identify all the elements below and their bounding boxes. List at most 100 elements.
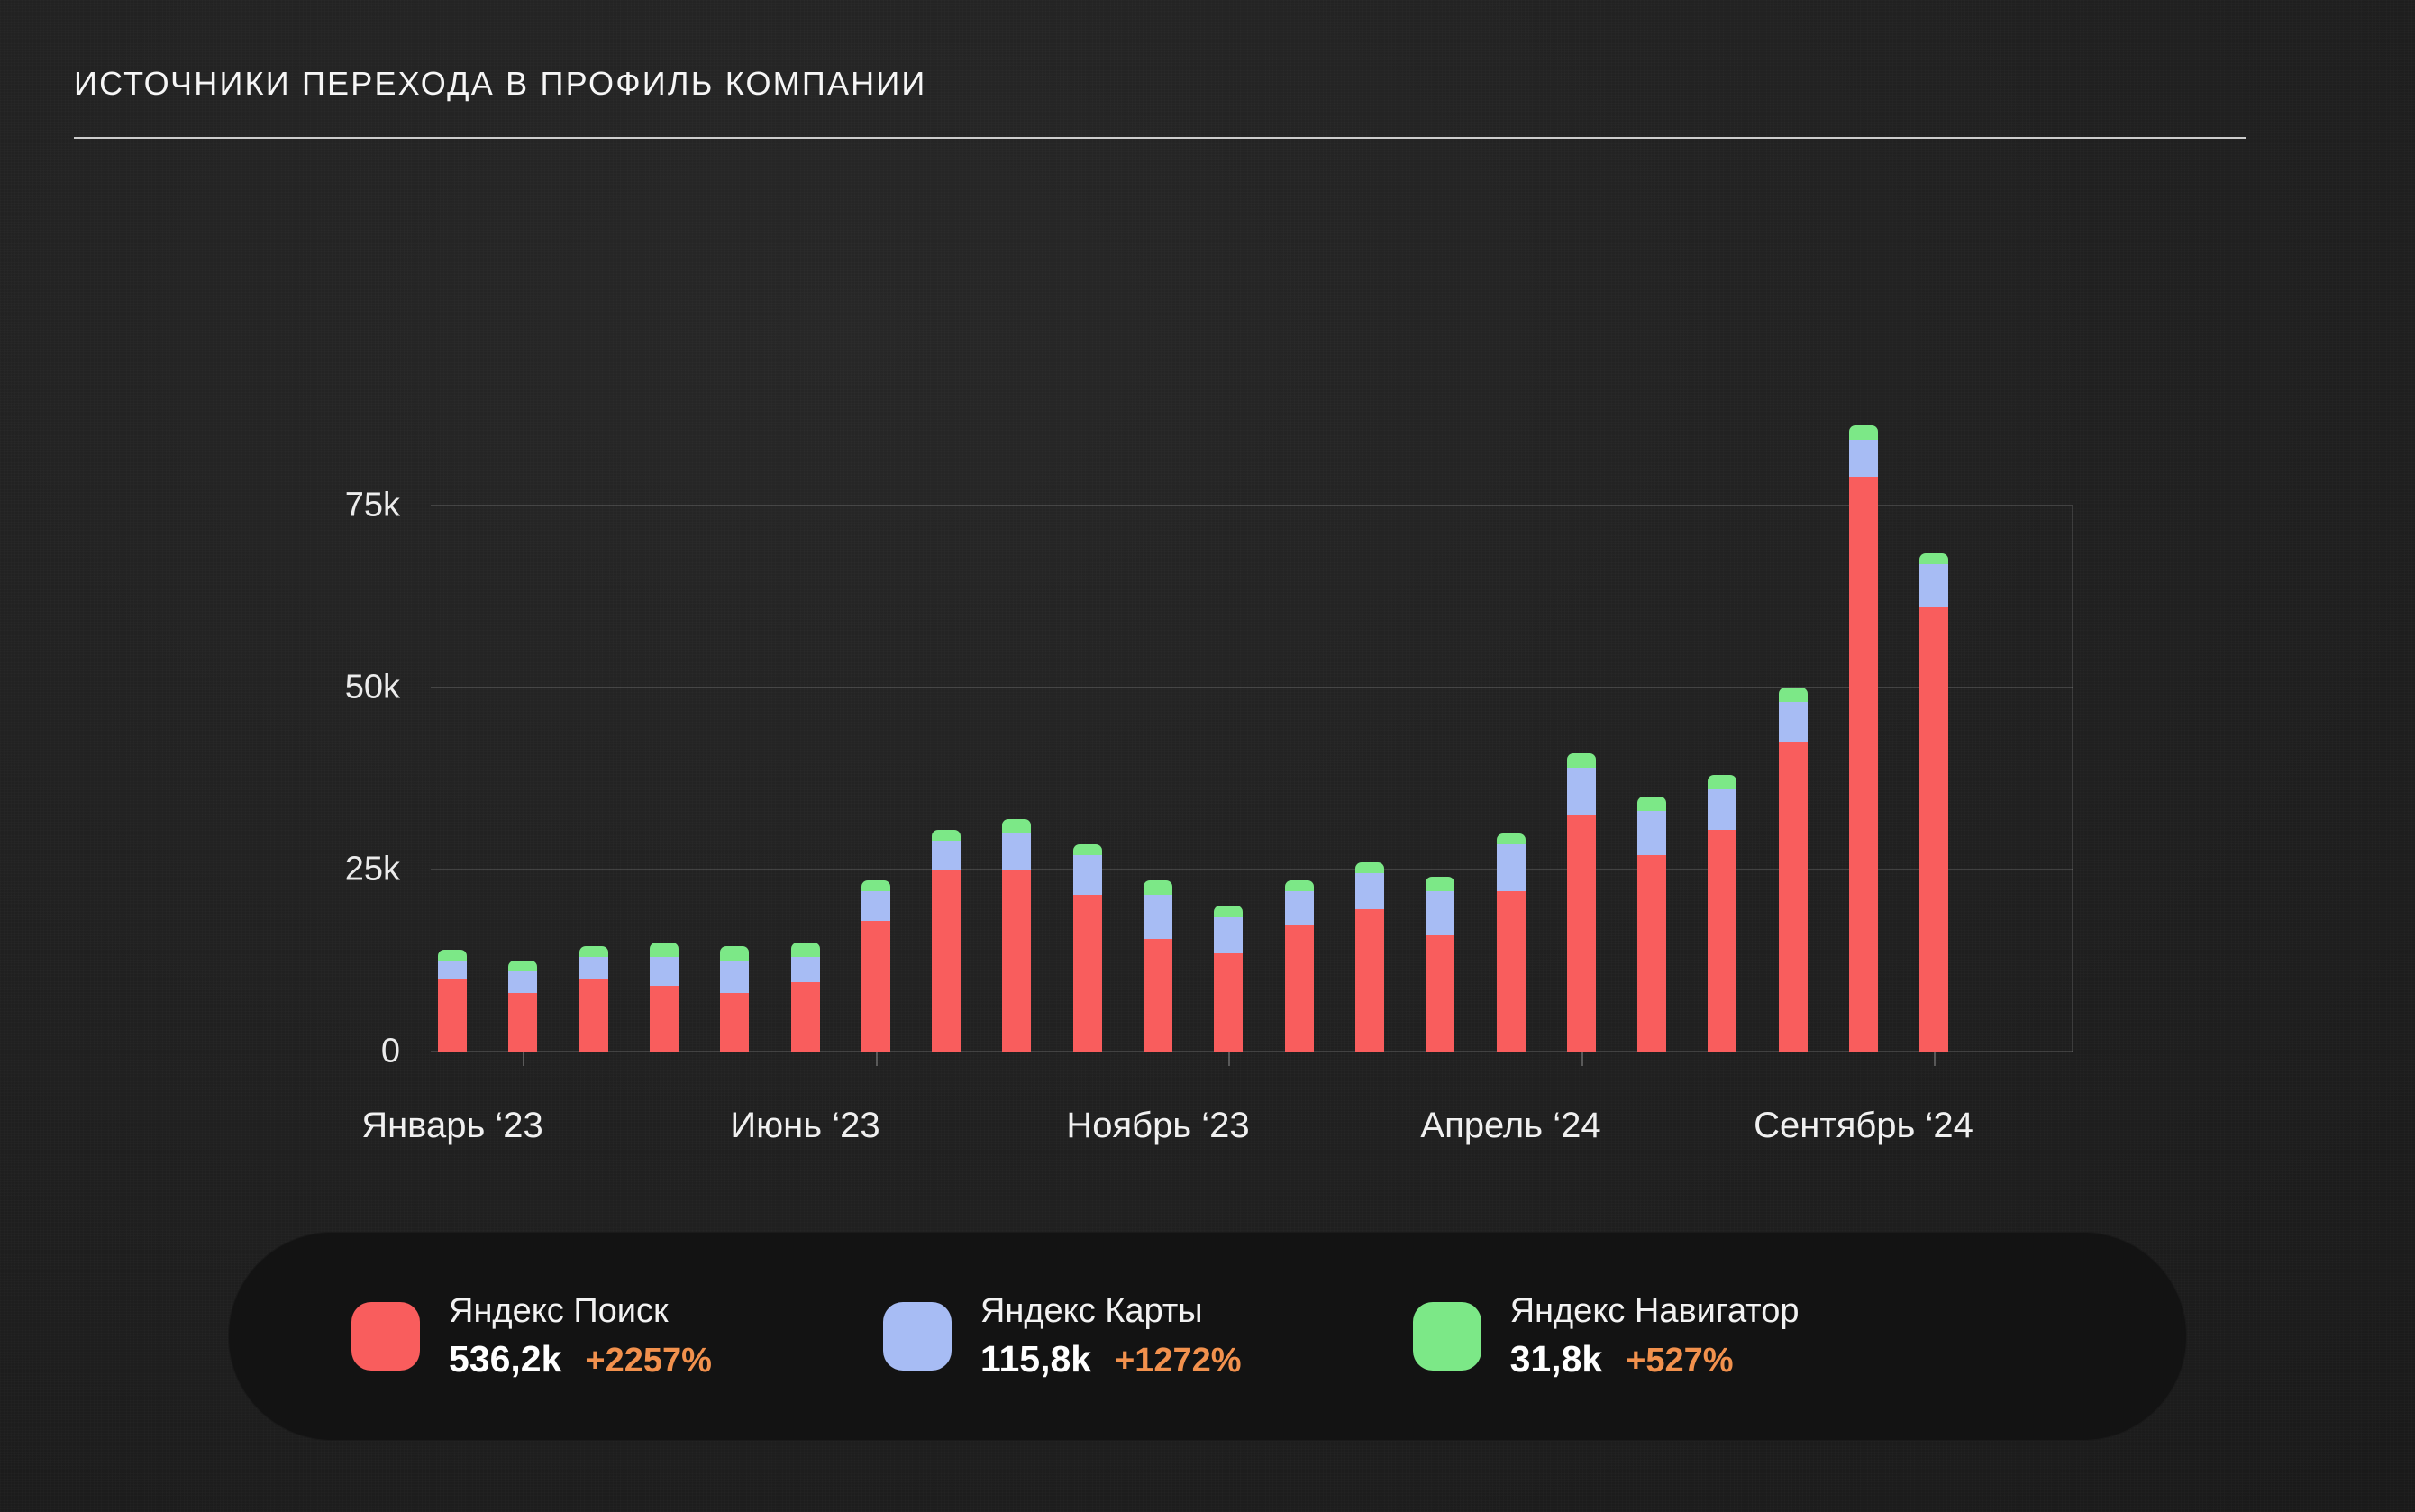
bar-segment-search [861,920,890,1052]
bar-segment-search [1919,607,1949,1052]
bar-segment-navigator [649,942,679,958]
legend-item-navigator[interactable]: Яндекс Навигатор 31,8k +527% [1412,1292,1800,1380]
bar-segment-maps [1778,702,1808,742]
bar-segment-maps [1919,563,1949,608]
bar-month-10[interactable] [1072,843,1102,1052]
legend-total-search: 536,2k [449,1338,562,1380]
legend-total-navigator: 31,8k [1509,1338,1603,1380]
gridline-25k [431,869,2073,870]
bar-segment-search [932,870,961,1052]
bar-month-16[interactable] [1496,833,1526,1052]
legend-swatch-maps [882,1302,952,1371]
bar-segment-navigator [1426,877,1455,892]
bar-segment-maps [1284,891,1314,925]
bar-segment-maps [1496,843,1526,892]
legend-text-search: Яндекс Поиск 536,2k +2257% [449,1292,712,1380]
bar-segment-maps [1566,767,1596,815]
bar-segment-maps [861,891,890,921]
legend-stats-navigator: 31,8k +527% [1510,1338,1800,1380]
bar-segment-maps [932,840,961,870]
bar-month-20[interactable] [1778,688,1808,1052]
bar-month-22[interactable] [1919,552,1949,1052]
bar-segment-navigator [1072,843,1102,855]
x-axis-label: Сентябрь ‘24 [1754,1106,1973,1145]
legend-text-navigator: Яндекс Навигатор 31,8k +527% [1510,1292,1800,1380]
y-axis-label-25k: 25k [344,850,400,888]
bar-segment-navigator [1284,880,1314,892]
bar-segment-navigator [932,829,961,841]
gridline-75k [431,505,2073,506]
x-axis-tick [1934,1052,1937,1066]
bar-segment-maps [649,957,679,987]
bar-segment-search [1144,938,1172,1052]
legend-item-maps[interactable]: Яндекс Карты 115,8k +1272% [882,1292,1242,1380]
bar-segment-navigator [1566,752,1596,768]
bar-month-21[interactable] [1849,425,1878,1052]
bar-segment-search [1637,854,1667,1052]
bar-segment-maps [508,971,538,994]
bar-segment-search [1002,870,1032,1052]
bar-month-7[interactable] [861,880,890,1052]
bar-month-18[interactable] [1637,797,1667,1052]
bar-month-2[interactable] [508,961,538,1052]
legend-change-maps: +1272% [1115,1342,1242,1380]
bar-segment-search [1284,924,1314,1052]
bar-segment-maps [579,957,608,979]
bar-month-3[interactable] [579,945,608,1052]
bar-month-1[interactable] [438,949,467,1052]
bar-segment-navigator [1637,797,1667,812]
legend-label-navigator: Яндекс Навигатор [1509,1292,1800,1330]
bar-segment-search [1496,891,1526,1052]
legend-stats-search: 536,2k +2257% [449,1338,712,1380]
gridline-0 [431,1051,2073,1052]
bar-month-14[interactable] [1354,862,1384,1052]
bar-segment-search [1072,895,1102,1052]
bar-month-9[interactable] [1002,818,1032,1052]
bar-segment-navigator [790,942,820,957]
plot-right-border [2072,506,2073,1052]
bar-segment-search [790,982,820,1052]
bar-segment-search [1214,952,1244,1052]
bar-segment-maps [1214,916,1244,953]
bar-segment-maps [1708,789,1737,830]
bar-segment-search [579,979,608,1052]
legend-item-search[interactable]: Яндекс Поиск 536,2k +2257% [351,1292,712,1380]
bar-segment-navigator [720,945,750,961]
bar-segment-search [1354,909,1384,1052]
bar-segment-search [508,993,538,1052]
bar-month-11[interactable] [1144,880,1172,1052]
bar-segment-navigator [1849,425,1878,441]
page-title: ИСТОЧНИКИ ПЕРЕХОДА В ПРОФИЛЬ КОМПАНИИ [74,65,927,102]
bar-month-19[interactable] [1708,775,1737,1052]
legend-swatch-navigator [1412,1302,1481,1371]
bar-segment-search [720,993,750,1052]
x-axis-tick [1228,1052,1231,1066]
bar-segment-search [1778,742,1808,1052]
legend-stats-maps: 115,8k +1272% [980,1338,1242,1380]
y-axis-label-50k: 50k [344,668,400,706]
legend-change-search: +2257% [585,1342,712,1380]
bar-segment-navigator [508,961,538,972]
legend-text-maps: Яндекс Карты 115,8k +1272% [980,1292,1242,1380]
bar-month-12[interactable] [1214,906,1244,1052]
x-axis-label: Апрель ‘24 [1420,1106,1601,1145]
bar-segment-maps [1144,895,1172,939]
gridline-50k [431,687,2073,688]
bar-segment-navigator [1496,833,1526,844]
bar-month-8[interactable] [932,829,961,1052]
legend-total-maps: 115,8k [980,1338,1092,1380]
title-divider [74,137,2246,139]
bar-segment-navigator [1002,818,1032,833]
bar-segment-navigator [1354,862,1384,874]
y-axis-label-0: 0 [380,1032,400,1070]
bar-segment-navigator [1708,775,1737,790]
bar-month-4[interactable] [649,942,679,1052]
bar-month-5[interactable] [720,945,750,1052]
bar-segment-maps [438,961,467,979]
x-axis-tick [875,1052,878,1066]
y-axis-label-75k: 75k [344,486,400,524]
bar-month-6[interactable] [790,942,820,1052]
bar-month-13[interactable] [1284,880,1314,1052]
bar-month-17[interactable] [1566,752,1596,1052]
bar-month-15[interactable] [1426,877,1455,1052]
